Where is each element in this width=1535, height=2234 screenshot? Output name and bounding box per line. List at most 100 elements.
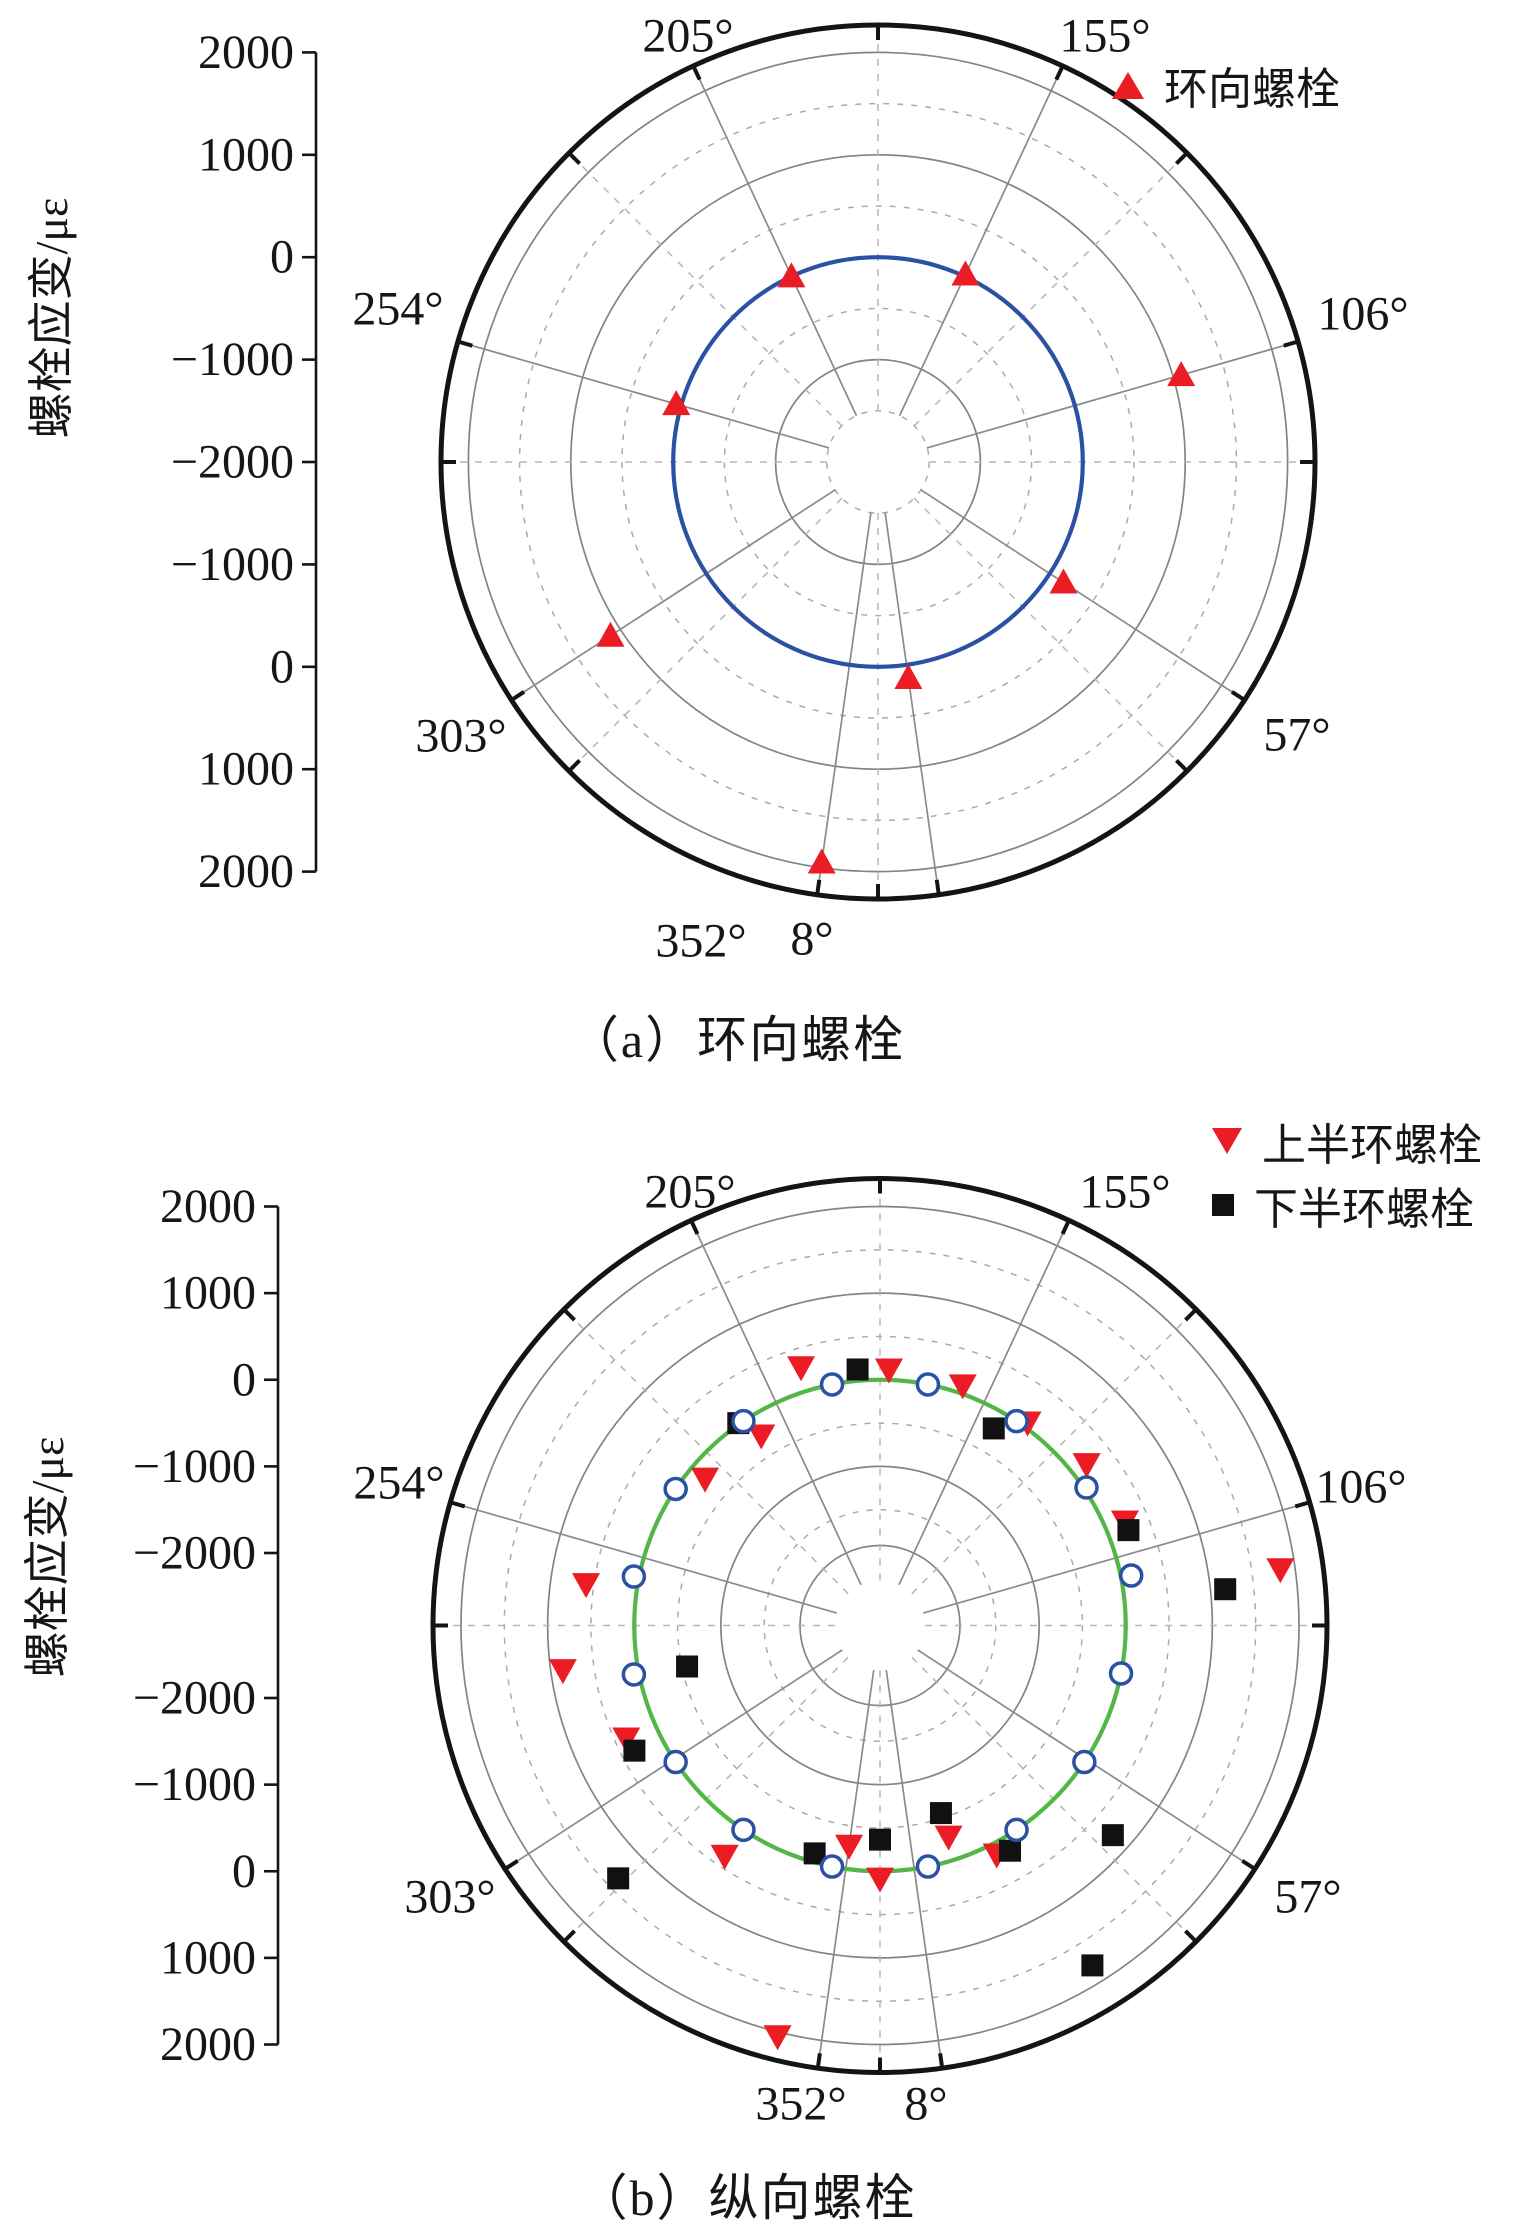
series-open-circle (621, 1372, 1144, 1879)
series-triangle-down (548, 1356, 1295, 2051)
triangle-up-icon (1112, 71, 1144, 99)
data-point-open-circle (915, 1854, 941, 1879)
data-point-square (607, 1867, 630, 1890)
rim-tick (1184, 1306, 1199, 1322)
legend-label: 环向螺栓 (1164, 65, 1340, 114)
triangle-down-icon (1212, 1128, 1242, 1154)
legend-label: 上半环螺栓 (1262, 1121, 1482, 1170)
radial-tick-label: −1000 (171, 538, 294, 591)
angle-tick-label: 57° (1274, 1871, 1341, 1924)
data-point-square (999, 1839, 1022, 1862)
angle-tick-label: 254° (353, 1457, 444, 1510)
grid-spoke-solid (511, 489, 836, 701)
square-icon (1212, 1194, 1234, 1216)
data-point-square (623, 1739, 646, 1762)
radial-tick-label: −2000 (133, 1527, 256, 1580)
angle-tick-label: 8° (790, 913, 833, 966)
grid-circle-solid (467, 51, 1289, 873)
angle-tick-label: 254° (352, 283, 443, 336)
chart-b-polar: 200010000−1000−2000−2000−100001000200020… (133, 1166, 1407, 2131)
rim-tick (455, 339, 473, 348)
angle-tick-label: 8° (904, 2078, 947, 2131)
data-point-square (1117, 1519, 1140, 1542)
data-point-open-circle (1004, 1408, 1029, 1434)
data-point-triangle-up (1167, 361, 1196, 387)
grid-spoke-solid (898, 65, 1064, 417)
polar-grid (441, 25, 1315, 899)
data-point-square (1101, 1824, 1124, 1847)
data-point-open-circle (1118, 1563, 1144, 1588)
data-point-open-circle (819, 1372, 845, 1397)
radial-tick-label: 1000 (160, 1931, 256, 1984)
angle-tick-label: 155° (1079, 1166, 1170, 1219)
radial-tick-label: −1000 (133, 1440, 256, 1493)
data-point-open-circle (1004, 1817, 1029, 1843)
rim-tick (1060, 1217, 1072, 1235)
data-point-triangle-down (747, 1424, 776, 1450)
radial-tick-label: −2000 (133, 1672, 256, 1725)
data-point-open-circle (621, 1662, 647, 1687)
rim-tick (447, 1499, 466, 1509)
data-point-square (1081, 1954, 1104, 1977)
grid-spoke-solid (457, 340, 830, 449)
grid-circle-dashed (518, 102, 1238, 822)
data-point-triangle-down (548, 1659, 577, 1685)
data-point-triangle-down (763, 2025, 792, 2051)
radial-axis-title-b: 螺栓应变/με (22, 1436, 73, 1678)
radial-axis: 2000 1000 0 −1000 −2000 −1000 0 1000 2000 (171, 26, 318, 898)
data-point-triangle-down (691, 1467, 720, 1493)
radial-tick-label: −1000 (171, 333, 294, 386)
radial-tick-label: −1000 (133, 1758, 256, 1811)
angle-tick-label: 106° (1317, 288, 1408, 341)
data-point-open-circle (1074, 1475, 1099, 1500)
data-point-square (846, 1358, 869, 1381)
data-point-square (1214, 1578, 1237, 1601)
data-point-triangle-up (807, 848, 836, 874)
grid-circle-solid (546, 1292, 1214, 1959)
angle-tick-label: 106° (1315, 1461, 1406, 1514)
data-point-triangle-down (1072, 1453, 1101, 1479)
data-point-triangle-up (777, 262, 806, 288)
data-point-open-circle (915, 1372, 941, 1397)
data-point-triangle-down (948, 1374, 977, 1400)
legend-item-shangbanhuan: 上半环螺栓 (1212, 1112, 1482, 1170)
legend-label: 下半环螺栓 (1254, 1185, 1474, 1234)
rim-tick (1054, 63, 1066, 81)
radial-tick-label: 2000 (198, 845, 294, 898)
grid-spoke-dashed (568, 497, 843, 772)
radial-tick-label: 1000 (160, 1267, 256, 1320)
rim-tick (561, 1306, 576, 1322)
data-point-triangle-up (951, 260, 980, 286)
grid-spoke-solid (692, 65, 858, 417)
grid-circle-dashed (621, 205, 1135, 719)
grid-spoke-dashed (913, 497, 1188, 772)
grid-circle-solid (460, 1205, 1300, 2046)
rim-tick (566, 150, 582, 166)
data-point-square (803, 1842, 826, 1865)
data-point-triangle-up (894, 663, 923, 689)
data-point-open-circle (1072, 1749, 1097, 1775)
grid-circle-solid (569, 153, 1187, 771)
data-point-triangle-up (1049, 568, 1078, 594)
radial-axis: 2000 1000 0 −1000 −2000 −2000 −1000 0 1000 2000 (133, 1180, 280, 2071)
data-point-triangle-down (787, 1356, 816, 1382)
rim-tick (1230, 690, 1248, 703)
grid-circle-solid (720, 1465, 1040, 1786)
rim-tick (938, 2053, 945, 2071)
angle-tick-label: 352° (655, 915, 746, 968)
caption-chart-b: （b）纵向螺栓 (577, 2170, 917, 2226)
rim-tick (1174, 150, 1190, 166)
radial-tick-label: 2000 (198, 26, 294, 79)
rim-tick (1283, 339, 1301, 348)
rim-tick (1294, 1499, 1313, 1509)
data-point-triangle-down (710, 1844, 739, 1870)
rim-tick (1184, 1929, 1199, 1945)
grid-spoke-solid (926, 340, 1299, 449)
data-point-open-circle (663, 1476, 688, 1502)
data-point-open-circle (819, 1854, 845, 1879)
rim-tick (566, 758, 582, 774)
data-point-square (982, 1417, 1005, 1440)
legend-item-huanxiang: 环向螺栓 (1112, 56, 1340, 114)
rim-tick (508, 690, 526, 703)
